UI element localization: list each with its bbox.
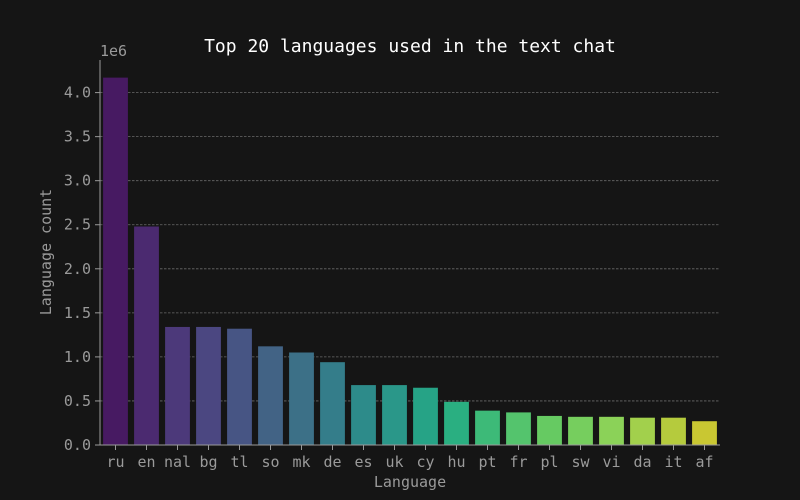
bar-sw — [568, 416, 593, 445]
bar-vi — [599, 416, 624, 445]
bar-tl — [227, 328, 252, 445]
y-tick-label: 3.5 — [64, 128, 91, 146]
x-tick-label: uk — [385, 453, 403, 471]
bar-pt — [475, 410, 500, 445]
x-tick-label: de — [323, 453, 341, 471]
bar-pl — [537, 415, 562, 445]
x-tick-label: af — [695, 453, 713, 471]
y-gridlines — [100, 92, 720, 402]
bar-it — [661, 417, 686, 445]
bar-da — [630, 417, 655, 445]
x-tick-label: fr — [509, 453, 527, 471]
y-tick-label: 0.5 — [64, 392, 91, 410]
y-ticks: 0.0 0.5 1.0 1.5 2.0 2.5 3.0 3.5 4.0 — [64, 84, 100, 454]
bar-ru — [103, 77, 128, 445]
x-tick-label: vi — [602, 453, 620, 471]
bar-mk — [289, 352, 314, 445]
x-tick-label: bg — [199, 453, 217, 471]
x-tick-label: da — [633, 453, 651, 471]
x-tick-label: tl — [230, 453, 248, 471]
bar-hu — [444, 401, 469, 445]
y-tick-label: 1.5 — [64, 304, 91, 322]
chart-title: Top 20 languages used in the text chat — [204, 36, 616, 57]
x-tick-label: pl — [540, 453, 558, 471]
bar-nal — [165, 326, 190, 445]
y-tick-label: 2.0 — [64, 260, 91, 278]
x-ticks: ru en nal bg tl so mk de es uk cy hu pt fr pl sw vi da it a… — [106, 445, 714, 471]
bar-cy — [413, 387, 438, 445]
y-tick-label: 1.0 — [64, 348, 91, 366]
x-tick-label: pt — [478, 453, 496, 471]
y-tick-label: 3.0 — [64, 172, 91, 190]
bar-en — [134, 226, 159, 445]
y-axis-label: Language count — [37, 189, 55, 315]
x-tick-label: sw — [571, 453, 590, 471]
x-tick-label: mk — [292, 453, 310, 471]
y-tick-label: 0.0 — [64, 436, 91, 454]
bar-bg — [196, 326, 221, 445]
bar-uk — [382, 385, 407, 445]
y-tick-label: 4.0 — [64, 84, 91, 102]
x-tick-label: cy — [416, 453, 434, 471]
x-tick-label: en — [137, 453, 155, 471]
bar-fr — [506, 412, 531, 445]
x-axis-label: Language — [374, 473, 446, 491]
x-tick-label: hu — [447, 453, 465, 471]
x-tick-label: so — [261, 453, 279, 471]
axes — [99, 60, 720, 446]
x-tick-label: it — [664, 453, 682, 471]
x-tick-label: nal — [164, 453, 191, 471]
y-offset-label: 1e6 — [100, 42, 127, 60]
bar-de — [320, 362, 345, 445]
bar-af — [692, 421, 717, 445]
bar-es — [351, 385, 376, 445]
x-tick-label: es — [354, 453, 372, 471]
bars — [103, 77, 717, 445]
bar-so — [258, 346, 283, 445]
y-tick-label: 2.5 — [64, 216, 91, 234]
x-tick-label: ru — [106, 453, 124, 471]
